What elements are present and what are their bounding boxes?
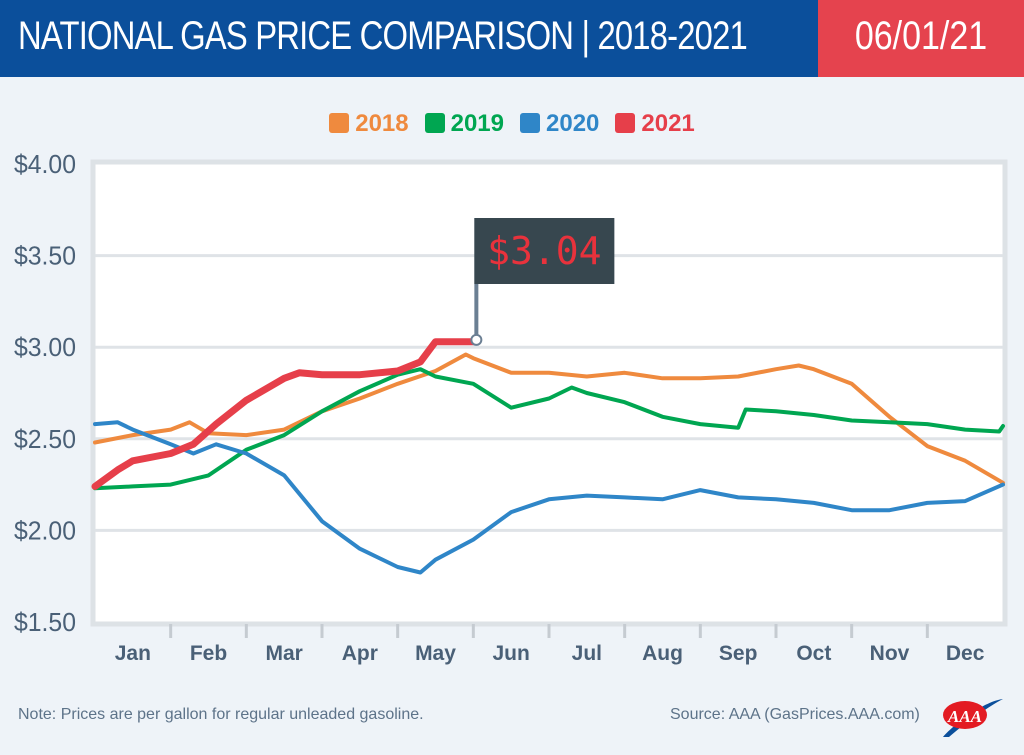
legend-label: 2018 — [355, 110, 409, 137]
x-tick-label: Oct — [796, 642, 831, 665]
price-flag — [474, 218, 615, 284]
svg-text:AAA: AAA — [947, 707, 982, 726]
legend-swatch — [424, 113, 445, 133]
x-tick-label: Jun — [492, 642, 529, 665]
x-tick-label: Sep — [719, 642, 758, 665]
legend-item-2019: 2019 — [424, 110, 504, 138]
x-tick-label: Nov — [870, 642, 910, 665]
current-price-marker — [470, 333, 483, 346]
legend: 2018 2019 2020 2021 — [0, 110, 1024, 138]
series-line-2021 — [91, 336, 480, 490]
title-bar: NATIONAL GAS PRICE COMPARISON | 2018-202… — [0, 0, 818, 77]
series-line-2020 — [93, 420, 1005, 575]
source-credit: Source: AAA (GasPrices.AAA.com) — [670, 706, 920, 723]
date-box: 06/01/21 — [818, 0, 1024, 77]
chart-title: NATIONAL GAS PRICE COMPARISON | 2018-202… — [18, 14, 748, 58]
aaa-logo: AAA — [943, 699, 1003, 737]
x-tick-label: Aug — [642, 642, 683, 665]
legend-swatch — [615, 113, 636, 133]
y-tick-label: $1.50 — [14, 607, 76, 637]
legend-item-2018: 2018 — [329, 110, 409, 138]
legend-item-2020: 2020 — [520, 110, 599, 138]
x-tick-label: May — [415, 642, 456, 665]
x-tick-label: Apr — [342, 642, 378, 665]
y-tick-label: $3.00 — [14, 332, 76, 362]
y-tick-label: $4.00 — [14, 149, 76, 179]
series-line-2018 — [93, 352, 1005, 485]
x-tick-label: Jul — [572, 642, 602, 665]
legend-swatch — [329, 113, 350, 133]
y-tick-label: $2.00 — [14, 515, 76, 545]
legend-label: 2020 — [546, 110, 600, 137]
legend-item-2021: 2021 — [615, 110, 695, 138]
legend-swatch — [520, 113, 540, 133]
legend-label: 2019 — [450, 110, 504, 137]
legend-label: 2021 — [641, 110, 695, 137]
y-tick-label: $2.50 — [14, 424, 76, 454]
footnote: Note: Prices are per gallon for regular … — [18, 706, 424, 723]
x-tick-label: Mar — [265, 642, 302, 665]
x-tick-label: Jan — [115, 642, 151, 665]
x-tick-label: Feb — [190, 642, 227, 665]
y-tick-label: $3.50 — [14, 241, 76, 271]
x-tick-label: Dec — [946, 642, 985, 665]
current-price-label: $3.04 — [487, 229, 601, 273]
series-line-2019 — [93, 367, 1005, 491]
date-label: 06/01/21 — [854, 14, 988, 58]
